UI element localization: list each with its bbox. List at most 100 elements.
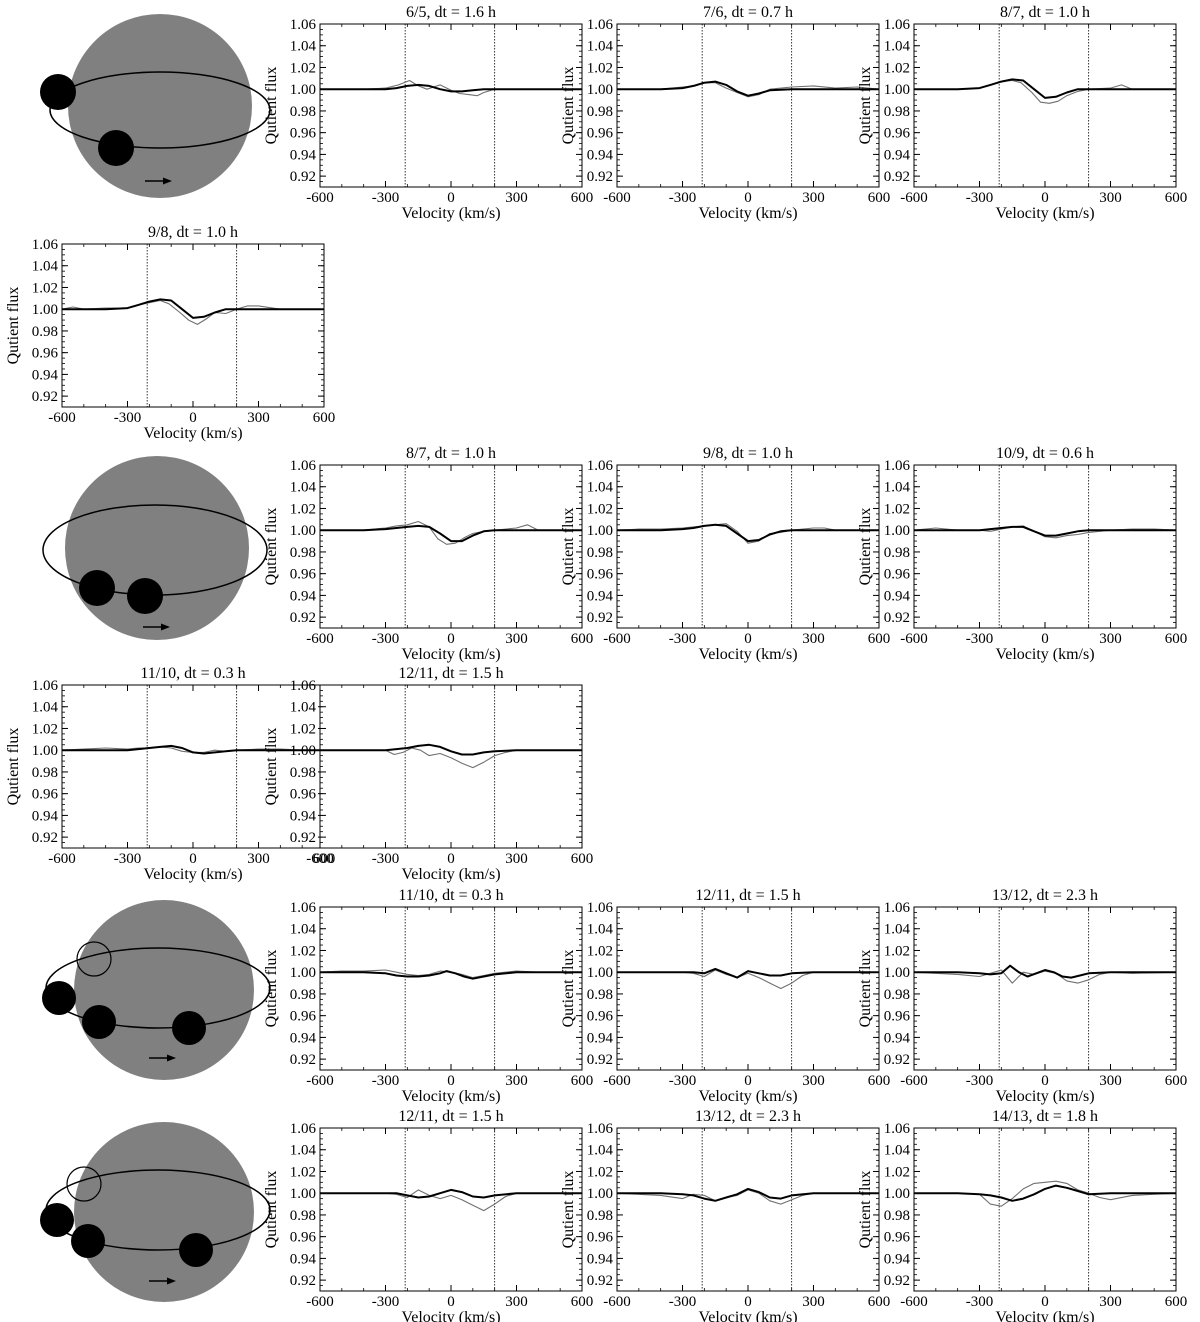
y-tick-label: 1.02 — [290, 501, 316, 517]
x-tick-label: 600 — [868, 631, 891, 647]
panel-title: 13/12, dt = 2.3 h — [695, 1108, 801, 1125]
y-tick-label: 0.98 — [884, 104, 910, 120]
panel-title: 12/11, dt = 1.5 h — [695, 887, 800, 904]
y-tick-label: 1.06 — [587, 458, 614, 474]
y-tick-label: 0.92 — [884, 610, 910, 626]
y-tick-label: 1.04 — [884, 1143, 911, 1159]
x-tick-label: 600 — [1165, 190, 1188, 206]
x-tick-label: -600 — [900, 190, 928, 206]
spot-icon — [40, 1203, 74, 1237]
rotation-arrow-icon — [163, 177, 172, 185]
y-tick-label: 1.04 — [587, 922, 614, 938]
y-tick-label: 1.02 — [587, 1164, 613, 1180]
observed-quotient-line — [320, 520, 582, 545]
y-tick-label: 0.96 — [32, 787, 59, 803]
y-tick-label: 1.06 — [32, 678, 59, 694]
x-tick-label: 300 — [1099, 1073, 1122, 1089]
y-axis-label: Qutient flux — [263, 728, 280, 806]
y-tick-label: 0.92 — [884, 1273, 910, 1289]
plot-frame — [319, 1127, 583, 1292]
chart-panel-15: -600 -300 0 300 600 0.92 0.94 0.96 0.98 1.00 1.02 1… — [857, 1108, 1187, 1322]
y-tick-label: 1.04 — [32, 700, 59, 716]
x-tick-label: 0 — [447, 1294, 455, 1310]
y-tick-label: 1.00 — [884, 1186, 910, 1202]
y-tick-label: 1.04 — [290, 700, 317, 716]
plot-frame — [319, 906, 583, 1071]
spot-icon — [179, 1233, 213, 1267]
star-disk-icon — [65, 456, 249, 640]
x-tick-label: 600 — [1165, 1073, 1188, 1089]
panel-title: 11/10, dt = 0.3 h — [140, 665, 245, 682]
y-tick-label: 0.98 — [587, 987, 613, 1003]
y-tick-label: 0.94 — [290, 147, 317, 163]
x-tick-label: 600 — [868, 190, 891, 206]
x-axis-label: Velocity (km/s) — [698, 205, 797, 222]
y-tick-label: 1.04 — [884, 480, 911, 496]
model-quotient-line — [617, 967, 879, 979]
x-tick-label: -600 — [306, 1294, 334, 1310]
x-tick-label: -300 — [966, 1294, 994, 1310]
spot-icon — [40, 74, 76, 110]
y-tick-label: 0.98 — [290, 1208, 316, 1224]
y-tick-label: 0.94 — [884, 1030, 911, 1046]
chart-panel-1: -600 -300 0 300 600 0.92 0.94 0.96 0.98 1.00 1.02 1… — [263, 4, 593, 222]
x-tick-label: -600 — [603, 631, 631, 647]
x-tick-label: -600 — [603, 190, 631, 206]
y-tick-label: 0.92 — [884, 1052, 910, 1068]
model-quotient-line — [914, 1184, 1176, 1202]
y-tick-label: 1.00 — [32, 302, 58, 318]
y-tick-label: 0.94 — [290, 1030, 317, 1046]
chart-panel-12: -600 -300 0 300 600 0.92 0.94 0.96 0.98 1.00 1.02 1… — [857, 887, 1187, 1105]
y-tick-label: 1.00 — [290, 523, 316, 539]
y-tick-label: 0.92 — [290, 610, 316, 626]
y-tick-label: 0.94 — [587, 588, 614, 604]
y-tick-label: 0.96 — [587, 1009, 614, 1025]
y-tick-label: 0.98 — [290, 104, 316, 120]
model-quotient-line — [617, 80, 879, 97]
y-tick-label: 1.04 — [290, 922, 317, 938]
rotation-arrow-icon — [167, 1277, 176, 1285]
y-tick-label: 1.06 — [290, 1121, 317, 1137]
y-tick-label: 0.94 — [290, 1251, 317, 1267]
y-tick-label: 1.02 — [884, 501, 910, 517]
panel-title: 14/13, dt = 1.8 h — [992, 1108, 1098, 1125]
x-tick-label: -300 — [372, 851, 400, 867]
y-tick-label: 0.92 — [587, 1273, 613, 1289]
x-tick-label: 300 — [802, 1294, 825, 1310]
model-quotient-line — [617, 1187, 879, 1202]
y-tick-label: 0.94 — [884, 147, 911, 163]
x-tick-label: 600 — [571, 631, 594, 647]
y-tick-label: 1.00 — [290, 965, 316, 981]
chart-panel-9: -600 -300 0 300 600 0.92 0.94 0.96 0.98 1.00 1.02 1… — [263, 665, 593, 883]
panel-title: 8/7, dt = 1.0 h — [406, 445, 496, 462]
y-tick-label: 1.06 — [290, 678, 317, 694]
y-tick-label: 1.00 — [290, 743, 316, 759]
y-tick-label: 1.02 — [884, 1164, 910, 1180]
y-tick-label: 1.04 — [884, 39, 911, 55]
x-tick-label: 300 — [505, 190, 528, 206]
x-tick-label: 0 — [744, 1073, 752, 1089]
plot-frame — [616, 906, 880, 1071]
y-tick-label: 1.06 — [884, 900, 911, 916]
y-tick-label: 1.06 — [290, 900, 317, 916]
y-tick-label: 0.92 — [587, 610, 613, 626]
y-tick-label: 0.96 — [290, 567, 317, 583]
y-tick-label: 0.96 — [884, 126, 911, 142]
x-tick-label: 0 — [447, 631, 455, 647]
panel-title: 6/5, dt = 1.6 h — [406, 4, 496, 21]
y-tick-label: 1.00 — [884, 523, 910, 539]
y-tick-label: 1.00 — [290, 82, 316, 98]
observed-quotient-line — [320, 747, 582, 769]
y-tick-label: 0.94 — [884, 1251, 911, 1267]
x-tick-label: -300 — [114, 410, 142, 426]
panel-title: 7/6, dt = 0.7 h — [703, 4, 793, 21]
y-tick-label: 0.96 — [32, 346, 59, 362]
plot-frame — [616, 1127, 880, 1292]
chart-panel-13: -600 -300 0 300 600 0.92 0.94 0.96 0.98 1.00 1.02 1… — [263, 1108, 593, 1322]
y-tick-label: 1.02 — [32, 721, 58, 737]
y-axis-label: Qutient flux — [263, 950, 280, 1028]
x-tick-label: -300 — [669, 1073, 697, 1089]
plot-frame — [913, 906, 1177, 1071]
x-axis-label: Velocity (km/s) — [995, 1088, 1094, 1105]
x-tick-label: 0 — [447, 851, 455, 867]
